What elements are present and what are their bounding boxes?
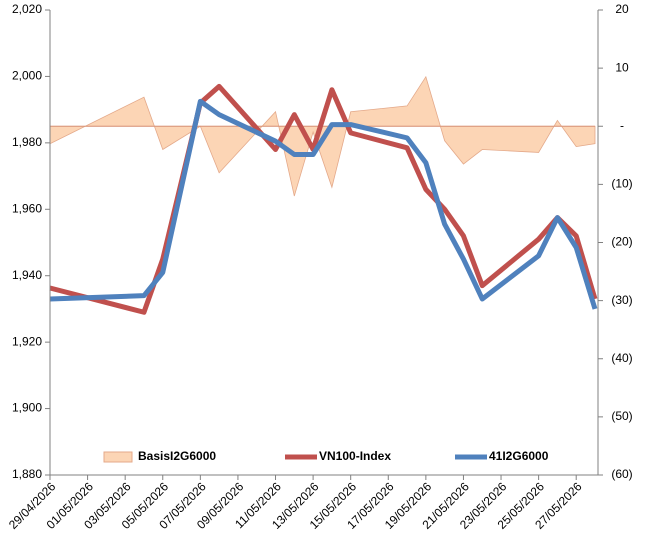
y2-tick-label: (30)	[611, 293, 632, 307]
y-tick-label: 1,920	[12, 334, 42, 348]
y-tick-label: 1,880	[12, 467, 42, 481]
legend-label: VN100-Index	[319, 449, 391, 463]
y-tick-label: 1,960	[12, 201, 42, 215]
y2-tick-label: (10)	[611, 177, 632, 191]
y-tick-label: 1,980	[12, 135, 42, 149]
y2-tick-label: (50)	[611, 409, 632, 423]
legend-swatch	[103, 451, 133, 463]
y-tick-label: 2,000	[12, 69, 42, 83]
y2-tick-label: 10	[615, 60, 629, 74]
y2-tick-label: -	[620, 118, 624, 132]
y2-tick-label: (40)	[611, 351, 632, 365]
y2-tick-label: (20)	[611, 235, 632, 249]
line	[49, 98, 598, 310]
y-tick-label: 2,020	[12, 2, 42, 16]
legend-label: 41I2G6000	[489, 449, 549, 463]
legend-label: BasisI2G6000	[138, 449, 216, 463]
y-tick-label: 1,900	[12, 401, 42, 415]
y2-tick-label: 20	[615, 2, 629, 16]
y2-tick-label: (60)	[611, 467, 632, 481]
y-tick-label: 1,940	[12, 268, 42, 282]
